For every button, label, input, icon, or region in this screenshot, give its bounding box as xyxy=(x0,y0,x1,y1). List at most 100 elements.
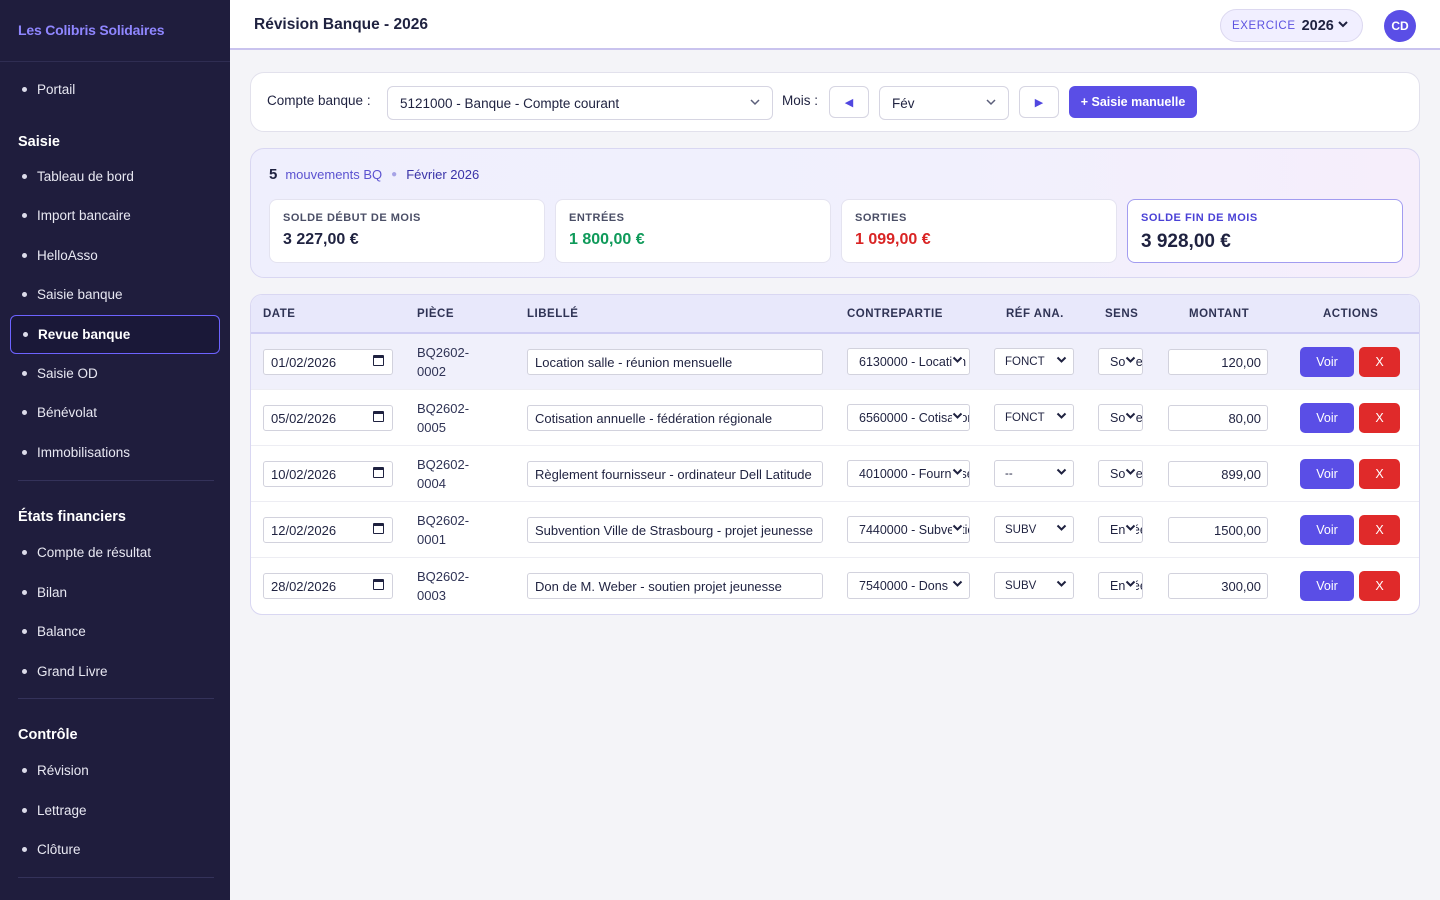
compte-label: Compte banque : xyxy=(267,93,371,108)
mois-select[interactable]: Fév xyxy=(879,86,1009,120)
col-header-date[interactable]: DATE xyxy=(263,308,296,320)
sidebar-item-tableau-de-bord[interactable]: Tableau de bord xyxy=(0,157,230,197)
calendar-icon[interactable] xyxy=(373,579,384,590)
date-input[interactable]: 12/02/2026 xyxy=(263,517,393,543)
col-header-libelle[interactable]: LIBELLÉ xyxy=(527,308,579,320)
delete-button[interactable]: X xyxy=(1359,571,1400,601)
col-header-ref-ana[interactable]: RÉF ANA. xyxy=(1006,308,1064,320)
date-input[interactable]: 28/02/2026 xyxy=(263,573,393,599)
col-header-montant[interactable]: MONTANT xyxy=(1189,308,1250,320)
sidebar-item-bilan[interactable]: Bilan xyxy=(0,573,230,613)
compte-select[interactable]: 5121000 - Banque - Compte courant xyxy=(387,86,773,120)
ref-ana-select[interactable]: -- xyxy=(994,460,1074,487)
ref-ana-select[interactable]: FONCT xyxy=(994,348,1074,375)
table-row: 05/02/2026 BQ2602- 0005 Cotisation annue… xyxy=(251,390,1419,446)
ref-ana-value: SUBV xyxy=(1005,523,1037,536)
libelle-input[interactable]: Règlement fournisseur - ordinateur Dell … xyxy=(527,461,823,487)
contrepartie-select[interactable]: 7540000 - Dons xyxy=(847,572,970,599)
sens-select[interactable]: Sortie xyxy=(1098,348,1143,375)
piece-suffix: 0003 xyxy=(417,588,446,603)
libelle-value: Règlement fournisseur - ordinateur Dell … xyxy=(535,466,812,482)
sidebar-item-saisie-od[interactable]: Saisie OD xyxy=(0,354,230,394)
brand-logo[interactable]: Les Colibris Solidaires xyxy=(0,0,230,62)
sidebar-item-immobilisations[interactable]: Immobilisations xyxy=(0,433,230,473)
col-header-contrepartie[interactable]: CONTREPARTIE xyxy=(847,308,943,320)
libelle-input[interactable]: Location salle - réunion mensuelle xyxy=(527,349,823,375)
delete-button[interactable]: X xyxy=(1359,515,1400,545)
contrepartie-select[interactable]: 4010000 - Fournisseurs xyxy=(847,460,970,487)
sens-select[interactable]: Entrée xyxy=(1098,572,1143,599)
montant-input[interactable]: 300,00 xyxy=(1168,573,1268,599)
montant-input[interactable]: 80,00 xyxy=(1168,405,1268,431)
voir-button[interactable]: Voir xyxy=(1300,459,1354,489)
chevron-down-icon xyxy=(952,580,963,591)
col-header-piece[interactable]: PIÈCE xyxy=(417,308,455,320)
triangle-right-icon: ▶ xyxy=(1034,96,1044,109)
sidebar-item-benevolat[interactable]: Bénévolat xyxy=(0,393,230,433)
libelle-value: Don de M. Weber - soutien projet jeuness… xyxy=(535,578,782,594)
calendar-icon[interactable] xyxy=(373,411,384,422)
montant-input[interactable]: 899,00 xyxy=(1168,461,1268,487)
summary-month: Février 2026 xyxy=(406,167,480,182)
sidebar-item-compte-de-resultat[interactable]: Compte de résultat xyxy=(0,533,230,573)
sidebar-item-revue-banque[interactable]: Revue banque xyxy=(10,314,220,354)
sidebar: Les Colibris Solidaires Portail Saisie T… xyxy=(0,0,230,900)
libelle-input[interactable]: Don de M. Weber - soutien projet jeuness… xyxy=(527,573,823,599)
sidebar-item-balance[interactable]: Balance xyxy=(0,612,230,652)
contrepartie-select[interactable]: 7440000 - Subventions xyxy=(847,516,970,543)
piece-number: BQ2602- 0005 xyxy=(417,399,469,437)
delete-button[interactable]: X xyxy=(1359,403,1400,433)
date-input[interactable]: 05/02/2026 xyxy=(263,405,393,431)
sidebar-item-portail[interactable]: Portail xyxy=(0,70,230,110)
sidebar-item-saisie-banque[interactable]: Saisie banque xyxy=(0,275,230,315)
sidebar-item-helloasso[interactable]: HelloAsso xyxy=(0,236,230,276)
sidebar-item-grand-livre[interactable]: Grand Livre xyxy=(0,652,230,692)
sidebar-item-revision[interactable]: Révision xyxy=(0,751,230,791)
date-input[interactable]: 10/02/2026 xyxy=(263,461,393,487)
saisie-manuelle-button[interactable]: + Saisie manuelle xyxy=(1069,86,1197,118)
stat-entrees: ENTRÉES 1 800,00 € xyxy=(555,199,831,263)
piece-prefix: BQ2602- xyxy=(417,345,470,360)
sens-select[interactable]: Entrée xyxy=(1098,516,1143,543)
piece-suffix: 0001 xyxy=(417,532,446,547)
montant-input[interactable]: 1500,00 xyxy=(1168,517,1268,543)
voir-button[interactable]: Voir xyxy=(1300,403,1354,433)
chevron-down-icon xyxy=(986,97,996,109)
ref-ana-select[interactable]: SUBV xyxy=(994,572,1074,599)
montant-value: 1500,00 xyxy=(1214,522,1261,538)
avatar[interactable]: CD xyxy=(1384,10,1416,42)
stat-title: ENTRÉES xyxy=(569,212,625,224)
col-header-sens[interactable]: SENS xyxy=(1105,308,1139,320)
sens-select[interactable]: Sortie xyxy=(1098,460,1143,487)
date-input[interactable]: 01/02/2026 xyxy=(263,349,393,375)
voir-button[interactable]: Voir xyxy=(1300,571,1354,601)
sidebar-section-saisie: Saisie xyxy=(18,133,60,150)
montant-input[interactable]: 120,00 xyxy=(1168,349,1268,375)
calendar-icon[interactable] xyxy=(373,523,384,534)
next-month-button[interactable]: ▶ xyxy=(1019,86,1059,118)
piece-prefix: BQ2602- xyxy=(417,513,470,528)
prev-month-button[interactable]: ◀ xyxy=(829,86,869,118)
libelle-input[interactable]: Cotisation annuelle - fédération régiona… xyxy=(527,405,823,431)
contrepartie-select[interactable]: 6560000 - Cotisations xyxy=(847,404,970,431)
ref-ana-select[interactable]: FONCT xyxy=(994,404,1074,431)
libelle-input[interactable]: Subvention Ville de Strasbourg - projet … xyxy=(527,517,823,543)
sidebar-item-cloture[interactable]: Clôture xyxy=(0,830,230,870)
calendar-icon[interactable] xyxy=(373,355,384,366)
piece-suffix: 0002 xyxy=(417,364,446,379)
calendar-icon[interactable] xyxy=(373,467,384,478)
contrepartie-select[interactable]: 6130000 - Location xyxy=(847,348,970,375)
sidebar-item-lettrage[interactable]: Lettrage xyxy=(0,791,230,831)
ref-ana-select[interactable]: SUBV xyxy=(994,516,1074,543)
sidebar-item-import-bancaire[interactable]: Import bancaire xyxy=(0,196,230,236)
stat-title: SOLDE FIN DE MOIS xyxy=(1141,212,1258,224)
sens-select[interactable]: Sortie xyxy=(1098,404,1143,431)
montant-value: 80,00 xyxy=(1228,410,1261,426)
delete-button[interactable]: X xyxy=(1359,459,1400,489)
voir-button[interactable]: Voir xyxy=(1300,515,1354,545)
voir-button[interactable]: Voir xyxy=(1300,347,1354,377)
filter-bar: Compte banque : 5121000 - Banque - Compt… xyxy=(250,72,1420,132)
delete-button[interactable]: X xyxy=(1359,347,1400,377)
exercice-selector[interactable]: EXERCICE 2026 xyxy=(1220,9,1363,42)
exercice-label: EXERCICE xyxy=(1232,19,1296,32)
